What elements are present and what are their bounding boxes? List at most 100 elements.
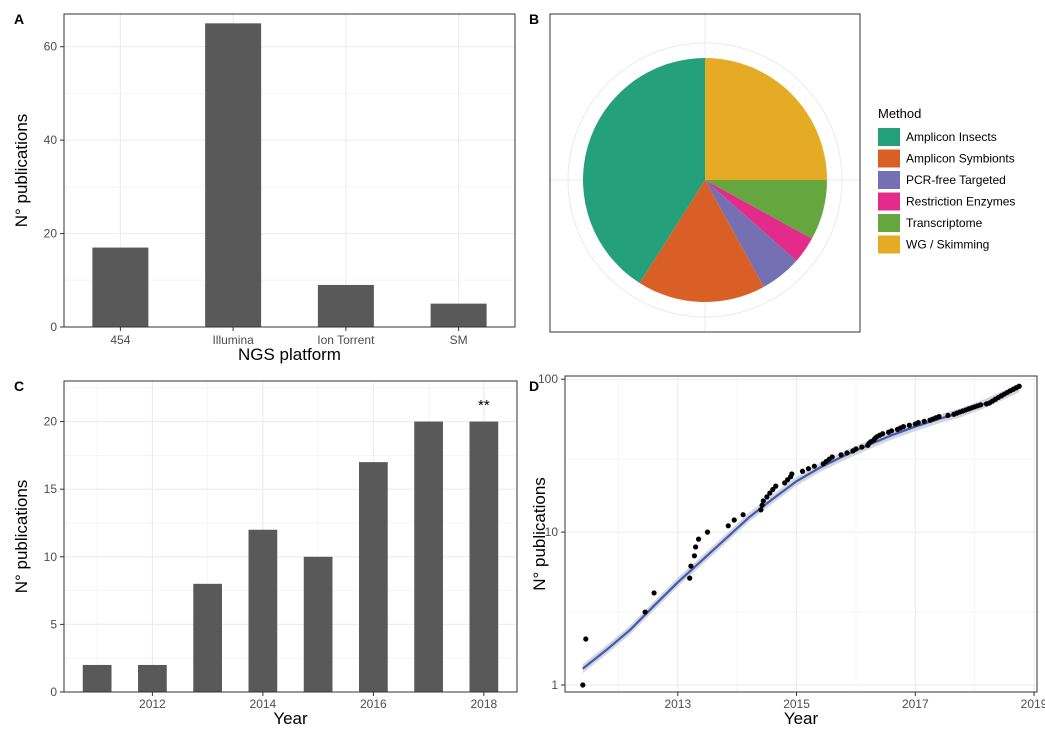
data-point (764, 494, 770, 500)
pie-slice (639, 180, 764, 302)
legend-label: Amplicon Insects (906, 130, 997, 144)
data-point (642, 609, 648, 615)
x-tick-label: 2012 (139, 697, 166, 711)
plot-frame (63, 13, 516, 328)
y-axis-title: N° publications (530, 477, 549, 591)
legend-label: Amplicon Symbionts (906, 152, 1015, 166)
data-point (773, 483, 779, 489)
y-tick-label: 0 (50, 320, 57, 334)
data-point (580, 682, 586, 688)
panel-b: Method Amplicon Insects Amplicon Symbionts… (549, 13, 1015, 333)
y-axis-title: N° publications (12, 114, 31, 228)
y-tick-label: 60 (44, 40, 58, 54)
y-tick-label: 1 (551, 678, 558, 692)
significance-annotation: ** (478, 397, 490, 414)
x-tick-label: 2017 (902, 697, 929, 711)
panel-b-letter: B (529, 11, 539, 27)
bar (248, 529, 278, 692)
pie-slice (705, 58, 827, 180)
data-point (921, 418, 927, 424)
smooth-fit-line (582, 386, 1020, 670)
y-tick-label: 10 (545, 525, 559, 539)
legend-label: PCR-free Targeted (906, 173, 1006, 187)
y-tick-label: 5 (50, 617, 57, 631)
y-tick-label: 20 (44, 415, 58, 429)
y-tick-label: 20 (44, 227, 58, 241)
legend-swatch (878, 149, 900, 168)
panel-d: 1 10 100 2013 2015 2017 2019 Year N° publication… (530, 372, 1045, 728)
bar (205, 23, 262, 327)
legend-label: Transcriptome (906, 216, 983, 230)
data-point (838, 452, 844, 458)
panel-d-letter: D (529, 378, 539, 394)
data-point (758, 507, 764, 513)
x-axis-title: NGS platform (238, 345, 341, 364)
x-tick-label: 2013 (664, 697, 691, 711)
data-point (805, 466, 812, 472)
plot-frame (63, 380, 518, 693)
y-tick-label: 0 (50, 685, 57, 699)
pie-slice (705, 180, 812, 261)
bar (303, 556, 333, 692)
data-point (888, 428, 895, 434)
data-point (844, 450, 850, 456)
bar (138, 664, 167, 692)
bar (359, 462, 388, 692)
data-point (651, 590, 657, 596)
data-point (936, 413, 942, 420)
legend-label: Restriction Enzymes (906, 195, 1015, 209)
plot-frame (549, 13, 861, 333)
data-point (687, 575, 693, 581)
data-point (760, 498, 766, 504)
data-point (789, 471, 795, 477)
y-tick-label: 40 (44, 133, 58, 147)
legend-swatch (878, 214, 900, 232)
pie-slice (705, 180, 827, 239)
data-point (859, 444, 865, 450)
data-point (704, 529, 711, 535)
x-tick-label: 2015 (783, 697, 810, 711)
data-point (853, 446, 859, 452)
data-point (799, 468, 806, 474)
pie-slice (583, 58, 705, 284)
panel-a-letter: A (14, 11, 24, 27)
legend-swatch (878, 171, 900, 189)
data-point (1016, 383, 1022, 389)
panel-a: 0 20 40 60 454 Illumina Ion Torrent SM NGS platf… (12, 13, 516, 364)
pie-slice (705, 180, 797, 287)
data-point (770, 486, 776, 493)
bar (317, 284, 374, 327)
x-tick-label: 2014 (250, 697, 277, 711)
bar (193, 583, 222, 692)
data-point (725, 523, 731, 529)
data-point (740, 512, 746, 518)
x-tick-label: Ion Torrent (317, 333, 375, 347)
bar (469, 421, 499, 692)
legend-swatch (878, 235, 900, 254)
y-tick-label: 100 (538, 372, 558, 386)
x-tick-label: SM (450, 333, 468, 347)
x-tick-label: Illumina (212, 333, 254, 347)
data-point (811, 463, 817, 469)
x-tick-label: 454 (110, 333, 130, 347)
data-point (759, 502, 765, 508)
y-tick-label: 15 (44, 482, 58, 496)
bar (430, 303, 487, 327)
bar (92, 247, 149, 327)
bar (82, 664, 112, 692)
legend-swatch (878, 128, 900, 146)
x-tick-label: 2018 (471, 697, 498, 711)
data-point (695, 536, 702, 542)
y-axis-title: N° publications (12, 480, 31, 594)
data-point (731, 517, 737, 523)
data-point (945, 412, 951, 419)
data-point (691, 553, 698, 559)
data-point (829, 454, 835, 460)
panel-c: 0 5 10 15 20 2012 2014 2016 2018 ** Year N° publica… (12, 380, 518, 728)
plot-frame (564, 375, 1038, 693)
data-point (977, 402, 984, 408)
data-point (583, 636, 589, 642)
x-tick-label: 2016 (360, 697, 387, 711)
legend-label: WG / Skimming (906, 238, 989, 252)
